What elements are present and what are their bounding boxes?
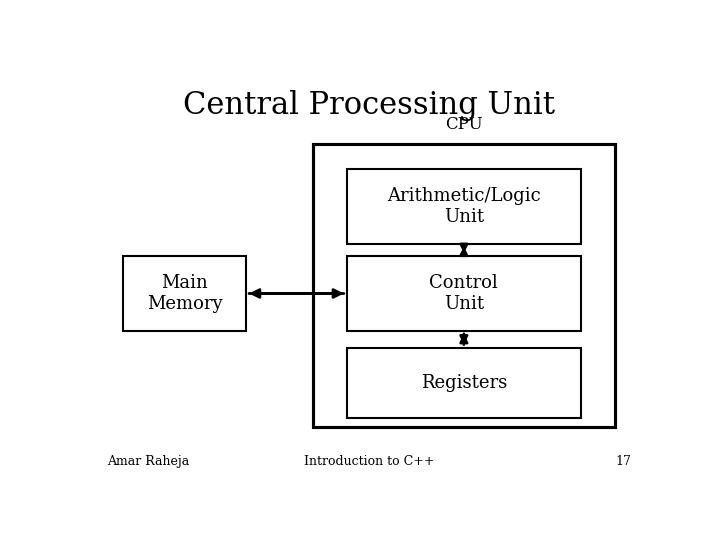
Text: 17: 17 [616, 455, 631, 468]
Bar [347, 348, 581, 418]
Text: Central Processing Unit: Central Processing Unit [183, 90, 555, 121]
Text: Main
Memory: Main Memory [147, 274, 222, 313]
Text: Amar Raheja: Amar Raheja [107, 455, 189, 468]
Bar [124, 256, 246, 331]
Text: Control
Unit: Control Unit [430, 274, 498, 313]
Bar [347, 256, 581, 331]
Bar [313, 144, 615, 427]
Text: Registers: Registers [420, 374, 507, 392]
Text: Arithmetic/Logic
Unit: Arithmetic/Logic Unit [387, 187, 541, 226]
Text: CPU: CPU [445, 117, 482, 133]
Bar [347, 168, 581, 244]
Text: Introduction to C++: Introduction to C++ [304, 455, 434, 468]
